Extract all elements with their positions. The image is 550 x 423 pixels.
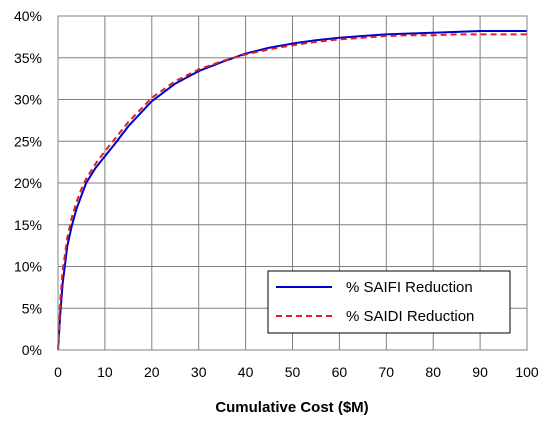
y-axis-tick-labels: 0% 5% 10% 15% 20% 25% 30% 35% 40%	[14, 8, 42, 358]
x-tick-label: 100	[515, 364, 539, 380]
y-tick-label: 15%	[14, 217, 42, 233]
y-tick-label: 5%	[22, 300, 42, 316]
y-tick-label: 35%	[14, 50, 42, 66]
legend-box	[267, 270, 511, 334]
x-tick-label: 60	[332, 364, 348, 380]
legend: % SAIFI Reduction % SAIDI Reduction	[267, 270, 511, 334]
y-tick-label: 20%	[14, 175, 42, 191]
legend-label-2: % SAIDI Reduction	[346, 308, 474, 325]
series-line-2	[57, 33, 527, 351]
x-tick-label: 50	[285, 364, 301, 380]
y-tick-label: 30%	[14, 92, 42, 108]
legend-entries: % SAIFI Reduction % SAIDI Reduction	[276, 279, 474, 325]
y-tick-label: 25%	[14, 133, 42, 149]
y-tick-label: 40%	[14, 8, 42, 24]
x-tick-label: 10	[97, 364, 113, 380]
x-axis-tick-labels: 0 10 20 30 40 50 60 70 80 90 100	[54, 364, 539, 380]
x-tick-label: 20	[144, 364, 160, 380]
x-tick-label: 30	[191, 364, 207, 380]
x-axis-title: Cumulative Cost ($M)	[215, 399, 368, 416]
y-tick-label: 10%	[14, 259, 42, 275]
x-tick-label: 80	[425, 364, 441, 380]
legend-label-1: % SAIFI Reduction	[346, 279, 473, 296]
series-lines	[57, 30, 527, 351]
plot-frame	[57, 15, 528, 351]
x-tick-label: 0	[54, 364, 62, 380]
series-line-1	[57, 30, 527, 351]
x-tick-label: 40	[238, 364, 254, 380]
y-tick-label: 0%	[22, 342, 42, 358]
x-tick-label: 90	[472, 364, 488, 380]
x-tick-label: 70	[379, 364, 395, 380]
